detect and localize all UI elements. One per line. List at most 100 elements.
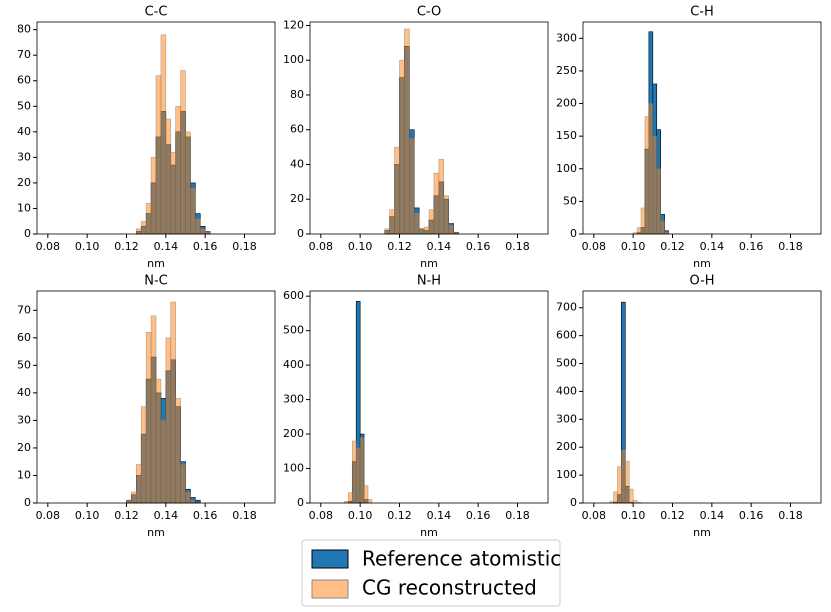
histogram-bar: [145, 203, 152, 235]
histogram-bar: [443, 195, 449, 235]
y-tick-label: 40: [17, 125, 31, 138]
x-tick-label: 0.18: [232, 509, 257, 522]
histogram-bar: [617, 466, 622, 504]
y-tick-label: 120: [283, 18, 304, 31]
histogram-bar: [170, 151, 176, 235]
histogram-bar: [355, 447, 361, 504]
y-tick-label: 0: [24, 496, 31, 509]
histogram-bar: [351, 440, 357, 504]
x-tick-label: 0.14: [427, 240, 452, 253]
y-tick-label: 200: [556, 440, 577, 453]
histogram-bar: [131, 491, 137, 504]
axes-frame: [36, 21, 276, 235]
histogram-bar: [155, 75, 162, 235]
legend-box: [301, 539, 561, 607]
x-tick-label: 0.10: [348, 509, 373, 522]
histogram-bar: [628, 488, 634, 504]
histogram-bar: [195, 218, 201, 235]
histogram-bar: [423, 226, 430, 235]
y-tick-label: 100: [283, 462, 304, 475]
y-tick-label: 60: [17, 74, 31, 87]
y-tick-label: 60: [17, 331, 31, 344]
y-tick-label: 40: [17, 386, 31, 399]
x-tick-label: 0.16: [466, 509, 491, 522]
y-tick-label: 500: [556, 357, 577, 370]
y-tick-label: 70: [17, 48, 31, 61]
y-tick-label: 0: [570, 227, 577, 240]
y-tick-label: 600: [283, 289, 304, 302]
histogram-bar: [640, 207, 646, 235]
axes-frame: [309, 21, 549, 235]
histogram-bar: [389, 209, 395, 235]
x-tick-label: 0.10: [348, 240, 373, 253]
histogram-bar: [644, 116, 650, 235]
x-tick-label: 0.12: [660, 509, 685, 522]
y-tick-label: 30: [17, 150, 31, 163]
histogram-bar: [613, 491, 618, 504]
histogram-bar: [621, 449, 626, 504]
histogram-bar: [155, 378, 162, 504]
x-tick-label: 0.14: [154, 509, 179, 522]
x-tick-label: 0.18: [505, 509, 530, 522]
histogram-bar: [413, 212, 420, 235]
y-tick-label: 20: [290, 192, 304, 205]
histogram-bar: [399, 59, 405, 235]
x-tick-label: 0.08: [309, 509, 334, 522]
x-axis-label: nm: [147, 257, 165, 270]
x-tick-label: 0.10: [75, 509, 100, 522]
x-tick-label: 0.18: [778, 509, 803, 522]
histogram-bar: [140, 220, 147, 235]
histogram-bar: [170, 301, 176, 504]
y-tick-label: 50: [17, 358, 31, 371]
histogram-bar: [185, 491, 191, 504]
legend-swatch: [311, 549, 349, 569]
y-tick-label: 100: [556, 162, 577, 175]
x-tick-label: 0.10: [621, 240, 646, 253]
y-tick-label: 40: [290, 157, 304, 170]
y-tick-label: 300: [283, 393, 304, 406]
x-tick-label: 0.14: [427, 509, 452, 522]
histogram-bar: [140, 406, 147, 504]
histogram-bar: [190, 499, 196, 504]
axes-frame: [36, 290, 276, 504]
y-tick-label: 700: [556, 301, 577, 314]
histogram-bar: [359, 437, 365, 504]
x-tick-label: 0.12: [387, 240, 412, 253]
y-tick-label: 100: [556, 468, 577, 481]
y-tick-label: 20: [17, 441, 31, 454]
y-tick-label: 600: [556, 329, 577, 342]
x-tick-label: 0.18: [505, 240, 530, 253]
histogram-bar: [180, 464, 186, 504]
y-tick-label: 50: [17, 99, 31, 112]
histogram-bar: [438, 158, 445, 235]
histogram-bar: [363, 485, 369, 504]
x-tick-label: 0.12: [114, 509, 139, 522]
y-tick-label: 10: [17, 201, 31, 214]
histogram-bar: [404, 28, 410, 235]
histogram-bar: [175, 105, 181, 235]
y-tick-label: 300: [556, 31, 577, 44]
x-tick-label: 0.16: [739, 509, 764, 522]
x-tick-label: 0.16: [739, 240, 764, 253]
histogram-bar: [656, 168, 661, 235]
histogram-bar: [190, 187, 196, 235]
y-tick-label: 400: [556, 384, 577, 397]
histogram-bar: [195, 499, 201, 504]
x-tick-label: 0.08: [36, 240, 61, 253]
y-tick-label: 200: [556, 97, 577, 110]
histogram-bar: [636, 227, 642, 235]
x-tick-label: 0.16: [193, 509, 218, 522]
x-tick-label: 0.12: [114, 240, 139, 253]
x-axis-label: nm: [693, 526, 711, 539]
y-tick-label: 0: [570, 496, 577, 509]
x-axis-label: nm: [147, 526, 165, 539]
x-axis-label: nm: [420, 526, 438, 539]
histogram-bar: [660, 220, 665, 235]
x-tick-label: 0.08: [36, 509, 61, 522]
histogram-bar: [632, 499, 638, 504]
panel-title: O-H: [689, 274, 714, 289]
histogram-bar: [160, 34, 167, 235]
x-tick-label: 0.10: [621, 509, 646, 522]
y-tick-label: 0: [24, 227, 31, 240]
